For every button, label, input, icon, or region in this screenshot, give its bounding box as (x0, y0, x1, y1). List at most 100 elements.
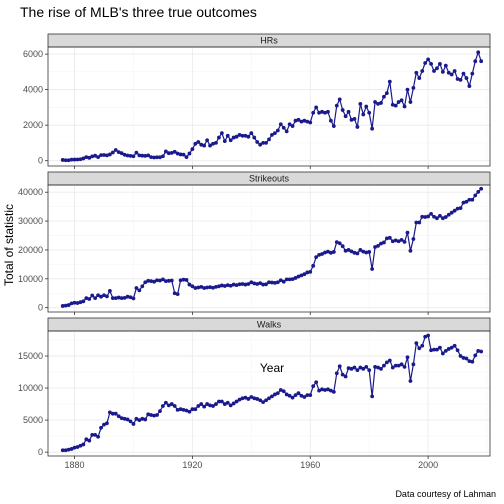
data-point (305, 393, 310, 397)
data-point (384, 91, 389, 96)
data-point (290, 277, 295, 281)
data-point (211, 404, 215, 408)
data-point (293, 118, 298, 123)
data-point (435, 347, 439, 352)
data-point (258, 281, 263, 286)
data-point (355, 368, 360, 372)
data-point (196, 404, 201, 408)
data-point (178, 278, 183, 283)
data-point (267, 280, 271, 285)
data-point (449, 210, 454, 215)
data-point (473, 353, 478, 358)
data-point (181, 277, 186, 282)
data-point (396, 363, 401, 368)
data-point (323, 388, 327, 392)
data-point (225, 133, 230, 138)
data-point (358, 365, 363, 370)
data-point (87, 438, 92, 443)
data-point (163, 279, 168, 284)
data-point (90, 154, 95, 159)
data-point (264, 141, 268, 145)
data-point (420, 69, 425, 73)
data-point (308, 120, 313, 125)
data-point (314, 105, 319, 110)
data-point (438, 213, 442, 218)
data-point (446, 347, 451, 351)
data-point (320, 387, 324, 392)
data-point (464, 76, 469, 80)
data-point (217, 135, 221, 140)
data-point (446, 70, 451, 75)
data-point (382, 240, 386, 245)
data-point (175, 292, 180, 296)
data-point (426, 57, 431, 62)
data-point (152, 155, 156, 160)
data-point (205, 285, 210, 290)
data-point (84, 296, 89, 301)
data-point (438, 61, 442, 66)
data-point (66, 447, 71, 452)
data-point (99, 294, 103, 299)
data-point (334, 103, 339, 108)
data-point (140, 153, 145, 158)
panel-border (47, 330, 491, 457)
data-point (305, 119, 310, 124)
y-tick-label: 4000 (23, 85, 43, 95)
data-point (149, 155, 154, 160)
data-point (308, 393, 313, 397)
data-point (231, 135, 236, 140)
data-point (284, 392, 289, 397)
data-point (440, 351, 445, 356)
data-point (193, 286, 198, 290)
data-point (237, 133, 242, 137)
data-point (399, 237, 404, 242)
y-tick-label: 40000 (18, 187, 43, 197)
data-point (296, 391, 301, 396)
data-point (75, 445, 80, 449)
data-point (166, 151, 171, 156)
data-point (214, 402, 218, 406)
data-point (379, 366, 383, 371)
data-point (287, 122, 292, 127)
data-point (311, 110, 316, 115)
data-point (69, 301, 74, 306)
data-point (328, 250, 333, 255)
x-tick-label: 1960 (300, 460, 320, 470)
y-tick-label: 0 (38, 156, 43, 166)
data-point (217, 284, 221, 289)
panel-strikeouts: Strikeouts 0 10000 20000 30000 40000 (18, 171, 491, 315)
data-point (110, 150, 115, 155)
data-point (426, 333, 431, 338)
data-point (331, 250, 336, 254)
data-point (443, 63, 448, 68)
data-point (393, 103, 398, 108)
data-point (432, 69, 436, 73)
data-point (278, 388, 283, 392)
data-point (222, 139, 227, 144)
data-point (143, 417, 148, 422)
data-point (440, 69, 445, 74)
data-point (90, 293, 95, 298)
data-point (370, 267, 375, 271)
data-point (231, 282, 236, 287)
data-point (178, 152, 183, 157)
data-point (125, 294, 130, 299)
data-point (178, 407, 183, 412)
data-point (470, 359, 475, 364)
data-point (258, 398, 263, 403)
data-point (96, 434, 100, 439)
data-point (467, 84, 472, 88)
data-point (122, 295, 127, 300)
data-point (337, 364, 342, 369)
data-point (63, 158, 68, 163)
data-point (376, 244, 380, 248)
data-point (187, 409, 192, 414)
data-point (314, 380, 319, 385)
data-point (405, 355, 410, 360)
data-point (423, 61, 428, 65)
data-point (328, 118, 333, 123)
data-point (252, 281, 257, 286)
data-point (87, 155, 92, 160)
x-axis-title: Year (260, 361, 284, 375)
data-point (228, 403, 233, 408)
